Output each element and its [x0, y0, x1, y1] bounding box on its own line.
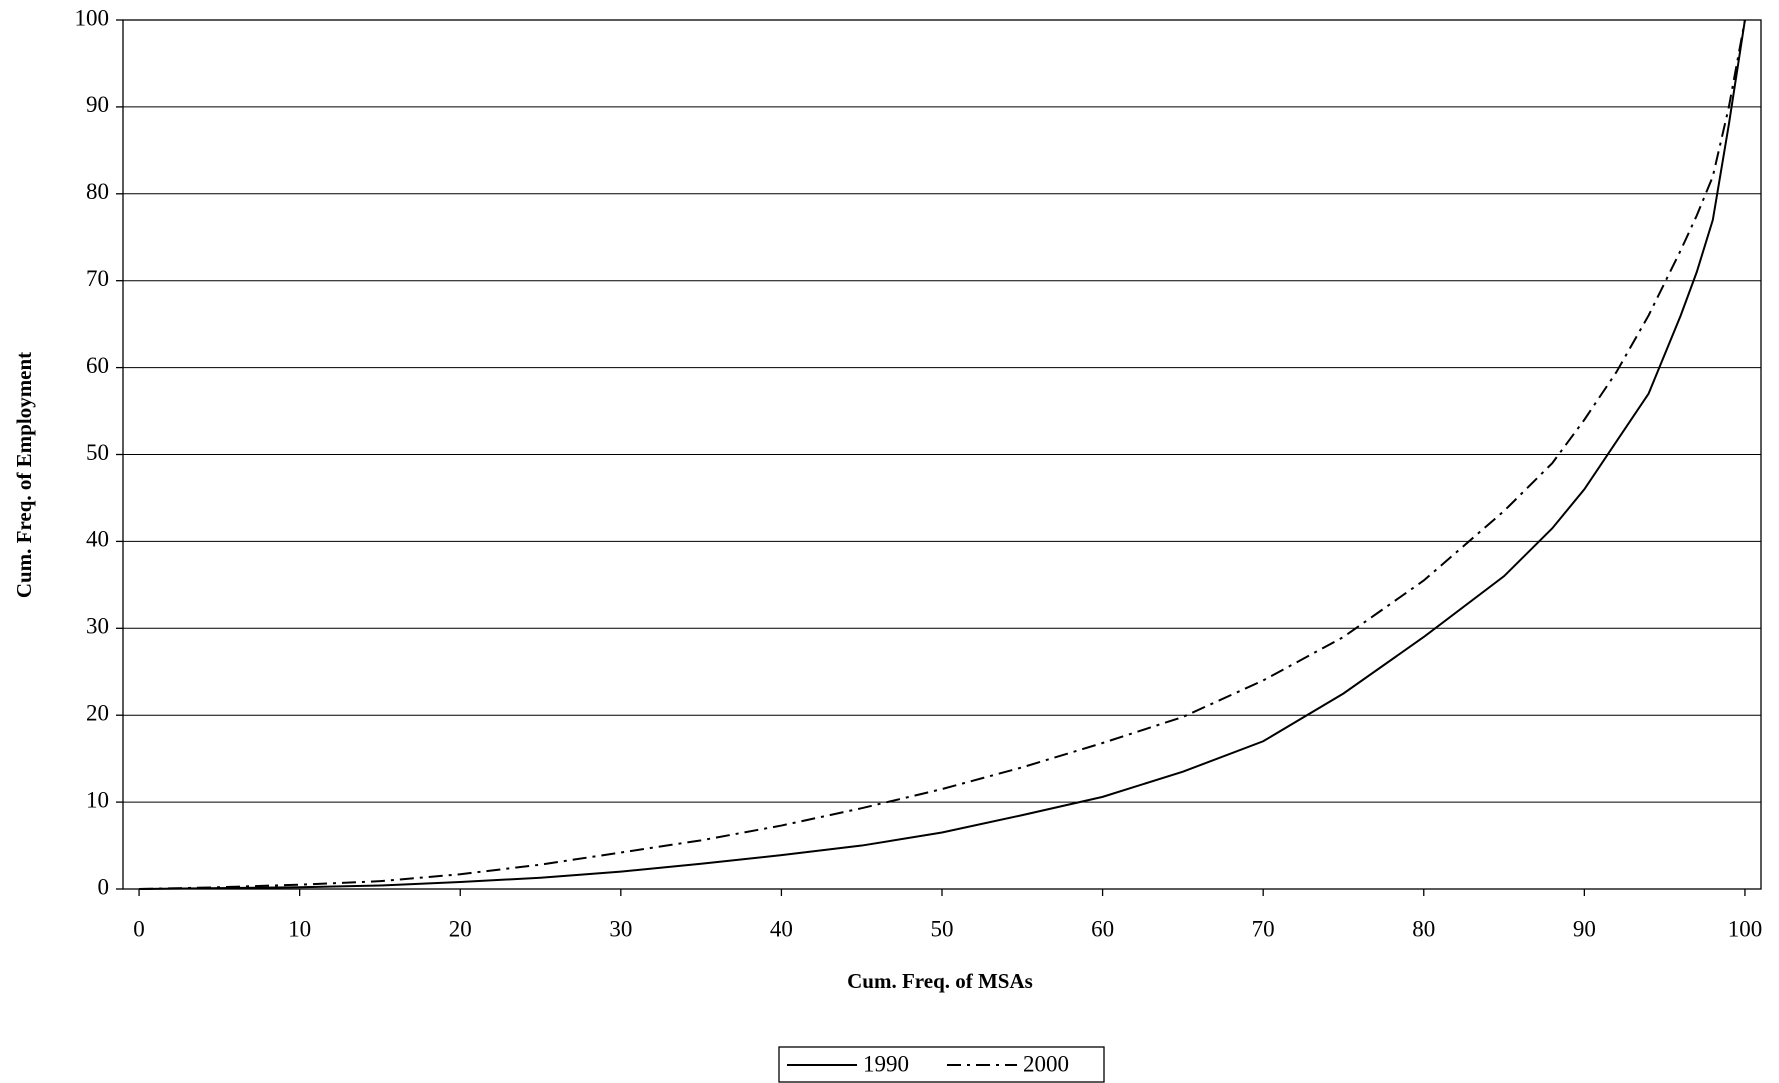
x-tick-label: 70 — [1252, 916, 1275, 941]
x-axis-title: Cum. Freq. of MSAs — [847, 969, 1033, 993]
x-tick-label: 60 — [1091, 916, 1114, 941]
x-tick-label: 0 — [133, 916, 145, 941]
y-tick-label: 50 — [86, 440, 109, 465]
x-tick-label: 80 — [1412, 916, 1435, 941]
x-tick-label: 40 — [770, 916, 793, 941]
x-tick-label: 50 — [931, 916, 954, 941]
legend-label: 1990 — [863, 1051, 909, 1076]
y-tick-label: 30 — [86, 614, 109, 639]
plot-frame — [122, 19, 1762, 890]
y-tick-label: 100 — [75, 5, 110, 30]
x-tick-label: 100 — [1728, 916, 1763, 941]
y-tick-label: 90 — [86, 92, 109, 117]
y-tick-label: 10 — [86, 787, 109, 812]
y-tick-label: 40 — [86, 527, 109, 552]
y-tick-label: 0 — [98, 874, 110, 899]
y-tick-label: 70 — [86, 266, 109, 291]
x-tick-label: 10 — [288, 916, 311, 941]
x-tick-label: 20 — [449, 916, 472, 941]
y-tick-label: 80 — [86, 179, 109, 204]
x-tick-label: 90 — [1573, 916, 1596, 941]
series-line — [139, 19, 1746, 890]
x-tick-label: 30 — [609, 916, 632, 941]
y-axis-title: Cum. Freq. of Employment — [12, 352, 36, 598]
series-line — [139, 19, 1746, 890]
legend-label: 2000 — [1023, 1051, 1069, 1076]
y-tick-label: 60 — [86, 353, 109, 378]
y-tick-label: 20 — [86, 700, 109, 725]
